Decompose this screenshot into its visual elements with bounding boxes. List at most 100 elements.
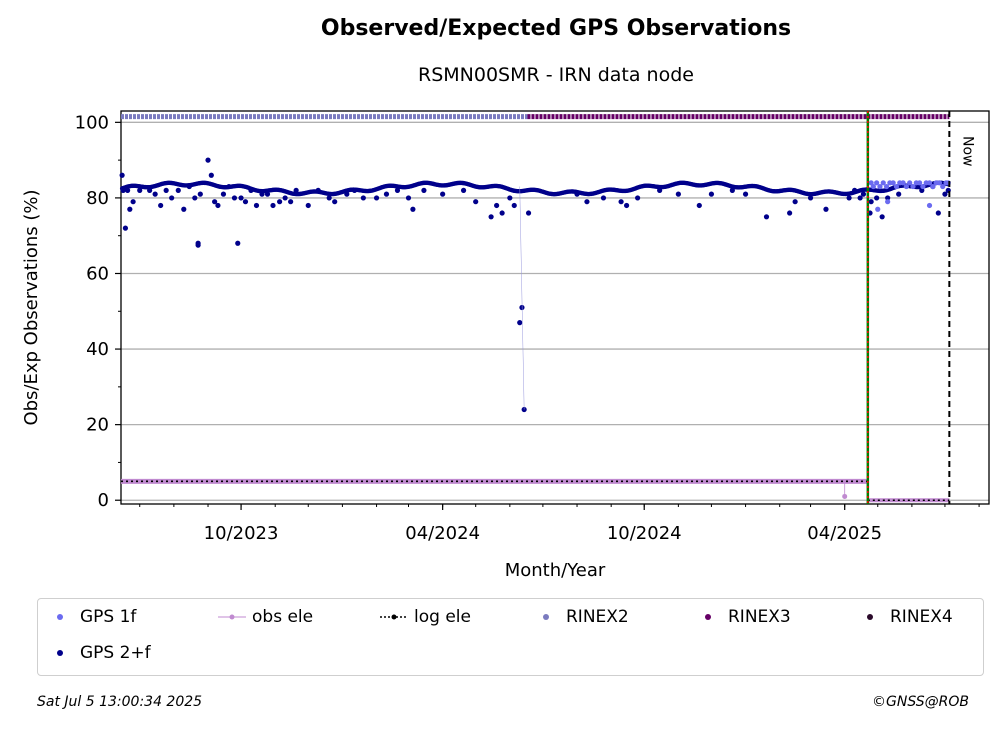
gps-2f-point <box>147 187 153 193</box>
gps-2f-point <box>332 199 338 205</box>
gps-2f-point <box>163 187 169 193</box>
legend-item-rinex4: RINEX4 <box>862 607 953 627</box>
gps-2f-point <box>868 199 874 205</box>
y-tick-label: 0 <box>98 490 109 511</box>
gps-1f-point <box>880 180 886 186</box>
y-tick-label: 60 <box>86 263 109 284</box>
gps-2f-point <box>618 199 624 205</box>
gps-2f-point <box>270 202 276 209</box>
gps-2f-point <box>175 187 181 193</box>
chart-area: 0 20 40 60 80 100 10/2023 04/2024 10/2024 04/2025… <box>21 110 990 581</box>
gps-2f-point <box>360 195 366 201</box>
gps-2f-point <box>473 199 479 205</box>
gps-2f-point <box>511 202 517 209</box>
gps-1f-point <box>917 180 923 186</box>
gps-1f-point <box>900 180 906 186</box>
gps-2f-point <box>460 187 467 193</box>
footer-credit: ©GNSS@ROB <box>872 694 969 710</box>
gps-2f-point <box>192 195 198 201</box>
gps-1f-point <box>868 180 874 186</box>
gps-2f-point <box>494 202 500 209</box>
x-tick-label: 04/2024 <box>405 523 480 544</box>
gps-2f-point <box>248 187 254 193</box>
gps-1f-point <box>893 183 900 190</box>
gps-2f-point <box>623 202 630 209</box>
gps-2f-point <box>860 191 867 197</box>
gps-2f-point <box>525 210 532 216</box>
gps-1f-point <box>930 183 936 190</box>
legend-marker-dot <box>862 608 884 626</box>
legend-marker-dot <box>52 608 74 626</box>
gps-2f-point <box>942 191 948 197</box>
gps-1f-point <box>870 183 876 190</box>
gps-2f-point <box>823 206 829 212</box>
gps-2f-point <box>488 214 494 220</box>
x-axis-label: Month/Year <box>505 560 606 581</box>
gps-2f-point <box>212 199 218 205</box>
gps-1f-point <box>926 202 933 209</box>
legend-item-gps-1f: GPS 1f <box>52 607 136 627</box>
gps-1f-point <box>883 183 890 190</box>
gps-2f-point <box>675 191 681 197</box>
legend-marker-dot <box>52 644 74 662</box>
y-tick-label: 40 <box>86 339 109 360</box>
gps-1f-point <box>907 180 913 186</box>
footer-timestamp: Sat Jul 5 13:00:34 2025 <box>37 694 203 710</box>
gps-2f-point <box>499 210 505 216</box>
now-label: Now <box>959 136 975 167</box>
legend-label: RINEX3 <box>728 607 791 627</box>
gps-2f-point <box>282 195 288 201</box>
legend-marker-dot <box>700 608 722 626</box>
gps-2f-point <box>205 157 211 163</box>
gps-2f-point <box>158 202 164 209</box>
gps-2f-point <box>122 225 129 231</box>
gps-2f-point <box>215 202 221 209</box>
gps-2f-point <box>517 320 523 326</box>
gps-2f-point <box>231 195 238 201</box>
gps-2f-point <box>235 240 241 246</box>
legend-marker-dotted <box>380 608 408 626</box>
gps-2f-point <box>186 183 192 190</box>
obs-ele-point <box>842 493 848 499</box>
gps-1f-point <box>903 183 909 190</box>
plot-frame <box>120 110 990 505</box>
gps-2f-point <box>351 187 358 193</box>
gps-2f-point <box>137 187 143 193</box>
gps-2f-point <box>574 191 580 197</box>
gps-2f-point <box>197 191 203 197</box>
gps-2f-point <box>729 187 735 193</box>
legend-item-obs-ele: obs ele <box>218 607 313 627</box>
gps-2f-point <box>879 214 885 220</box>
y-tick-label: 100 <box>75 112 109 133</box>
legend-item-gps-2f: GPS 2+f <box>52 643 151 663</box>
gps-2f-point <box>852 187 858 193</box>
gps-2f-point <box>742 191 749 197</box>
legend-marker-line <box>218 608 246 626</box>
legend-item-rinex2: RINEX2 <box>538 607 629 627</box>
gps-1f-point <box>885 199 891 205</box>
x-tick-label: 04/2025 <box>807 523 882 544</box>
gps-2f-point <box>885 195 891 201</box>
gps-2f-point <box>405 195 412 201</box>
gps-2f-point <box>242 199 249 205</box>
x-tick-label: 10/2024 <box>607 523 682 544</box>
gps-2f-point <box>264 191 271 197</box>
gps-2f-point <box>394 187 401 193</box>
legend-label: GPS 1f <box>80 607 137 627</box>
gps-1f-point <box>874 180 880 186</box>
gps-2f-point <box>226 183 232 190</box>
legend-marker-dot <box>538 608 560 626</box>
legend: GPS 1f obs ele log ele RINEX2 RINEX3 RIN… <box>37 598 984 676</box>
gps-2f-point <box>763 214 770 220</box>
gps-2f-point <box>220 191 227 197</box>
gps-2f-point <box>169 195 175 201</box>
legend-label: RINEX2 <box>566 607 629 627</box>
legend-label: RINEX4 <box>890 607 953 627</box>
legend-item-log-ele: log ele <box>380 607 471 627</box>
chart-title: Observed/Expected GPS Observations <box>320 16 792 41</box>
gps-1f-point <box>920 183 926 190</box>
gps-2f-point <box>440 191 446 197</box>
gps-2f-point <box>896 191 902 197</box>
gps-2f-point <box>935 210 941 216</box>
legend-label: GPS 2+f <box>80 643 151 663</box>
